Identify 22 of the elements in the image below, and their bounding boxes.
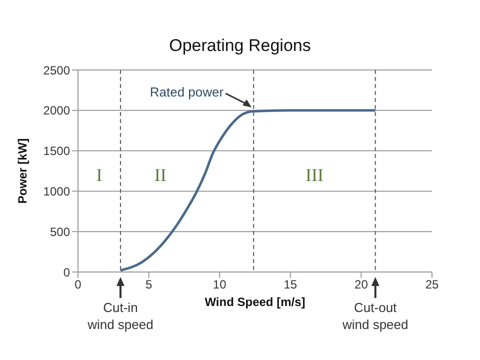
- y-tick-label: 0: [63, 265, 70, 280]
- x-tick-label: 15: [284, 278, 298, 292]
- annotation: III: [305, 165, 324, 186]
- annotation: II: [154, 165, 166, 186]
- chart-title: Operating Regions: [168, 35, 312, 57]
- x-tick-label: 5: [145, 278, 152, 292]
- x-axis-title: Wind Speed [m/s]: [204, 295, 306, 309]
- y-tick-label: 1500: [43, 144, 70, 158]
- x-tick-label: 0: [74, 278, 82, 292]
- annotation: I: [96, 165, 102, 186]
- y-tick-label: 2500: [43, 63, 70, 78]
- x-tick-label: 10: [212, 278, 227, 292]
- y-axis-title: Power [kW]: [15, 138, 30, 204]
- y-tick-label: 500: [50, 224, 70, 239]
- text: Cut-in wind speed: [86, 300, 154, 332]
- line-series: [119, 109, 377, 272]
- annotation: Rated power: [150, 84, 224, 100]
- y-tick-label: 1000: [43, 184, 70, 198]
- y-tick-label: 2000: [43, 104, 70, 118]
- x-tick-label: 25: [425, 278, 439, 292]
- text: Cut-out wind speed: [341, 300, 408, 332]
- x-tick-label: 20: [354, 278, 368, 292]
